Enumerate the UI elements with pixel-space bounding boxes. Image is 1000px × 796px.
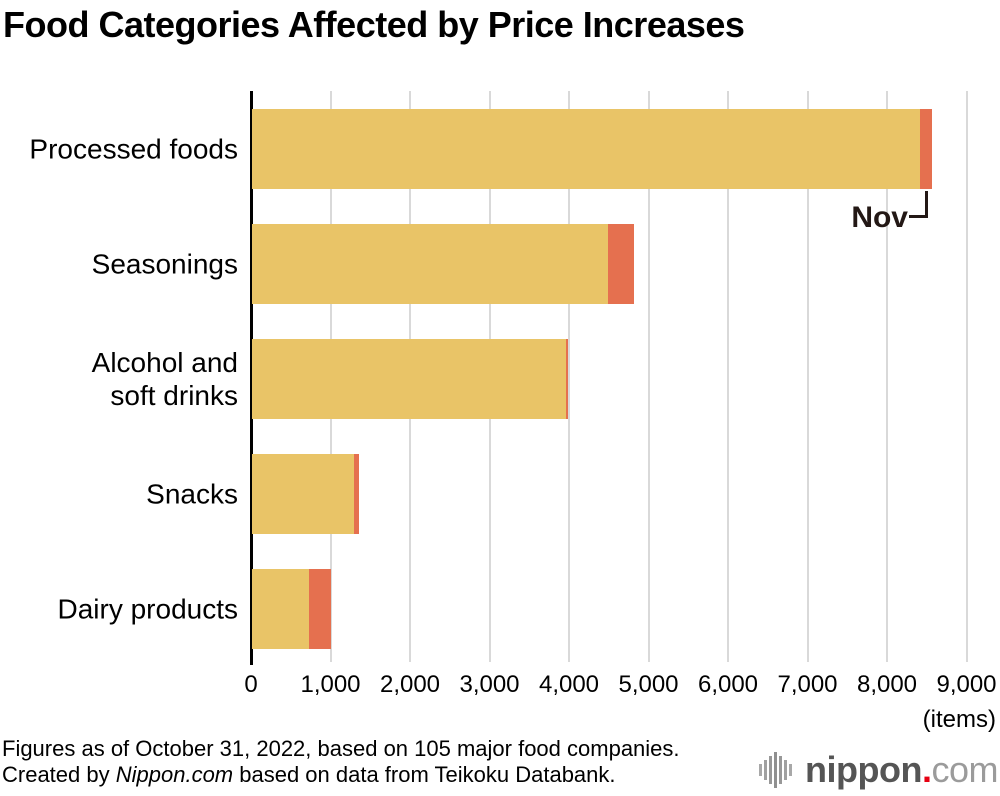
bar-seasonings — [252, 224, 634, 304]
category-label-alcohol-and-soft-drinks: Alcohol and soft drinks — [91, 347, 238, 411]
bar-segment-main — [252, 454, 355, 534]
annotation-connector-vertical — [925, 191, 928, 218]
bar-segment-main — [252, 569, 309, 649]
bar-snacks — [252, 454, 359, 534]
y-axis-line — [250, 91, 253, 665]
bar-segment-november — [308, 569, 331, 649]
gridline-7,000 — [806, 91, 809, 662]
x-tick-label-0: 0 — [244, 671, 258, 698]
x-tick-label-8,000: 8,000 — [856, 671, 918, 698]
gridline-8,000 — [886, 91, 888, 662]
logo-word-nippon: nippon — [805, 749, 922, 790]
x-tick-label-6,000: 6,000 — [697, 671, 759, 698]
gridline-6,000 — [727, 91, 729, 662]
bar-segment-main — [252, 109, 920, 189]
bar-processed-foods — [252, 109, 932, 189]
footer-credit-prefix: Created by — [2, 762, 116, 787]
bar-alcohol-and-soft-drinks — [252, 339, 568, 419]
footer-note-line2: Created by Nippon.com based on data from… — [2, 762, 782, 788]
x-tick-label-9,000: 9,000 — [936, 671, 997, 698]
x-tick-label-1,000: 1,000 — [300, 671, 361, 698]
bar-segment-main — [252, 224, 609, 304]
x-axis-unit-label: (items) — [922, 706, 996, 733]
x-tick-label-7,000: 7,000 — [777, 671, 838, 698]
x-tick-label-4,000: 4,000 — [538, 671, 600, 698]
x-tick-label-5,000: 5,000 — [618, 671, 679, 698]
logo-word-com: com — [931, 749, 998, 790]
logo-red-dot: . — [921, 749, 932, 790]
bar-segment-november — [565, 339, 568, 419]
category-label-seasonings: Seasonings — [91, 248, 238, 280]
footer-credit-source: Nippon.com — [115, 762, 234, 787]
bar-segment-november — [919, 109, 932, 189]
bar-segment-november — [608, 224, 634, 304]
bar-segment-main — [252, 339, 566, 419]
category-label-processed-foods: Processed foods — [29, 133, 238, 165]
footer-note-line1: Figures as of October 31, 2022, based on… — [2, 736, 680, 761]
bar-segment-november — [354, 454, 359, 534]
footer-credit-suffix: based on data from Teikoku Databank. — [233, 762, 616, 787]
soundwave-bars-icon — [759, 752, 793, 788]
gridline-5,000 — [647, 91, 650, 662]
bar-dairy-products — [252, 569, 331, 649]
x-tick-label-2,000: 2,000 — [379, 671, 441, 698]
x-tick-label-3,000: 3,000 — [459, 671, 520, 698]
chart-title: Food Categories Affected by Price Increa… — [3, 4, 745, 45]
category-label-snacks: Snacks — [146, 478, 238, 510]
annotation-nov-label: Nov — [851, 201, 908, 234]
gridline-4,000 — [568, 91, 570, 662]
category-label-dairy-products: Dairy products — [57, 593, 238, 625]
nippon-logo-text: nippon.com — [805, 750, 998, 790]
nippon-logo: nippon.com — [759, 750, 998, 790]
gridline-9,000 — [965, 91, 968, 662]
annotation-connector-horizontal — [909, 215, 928, 218]
